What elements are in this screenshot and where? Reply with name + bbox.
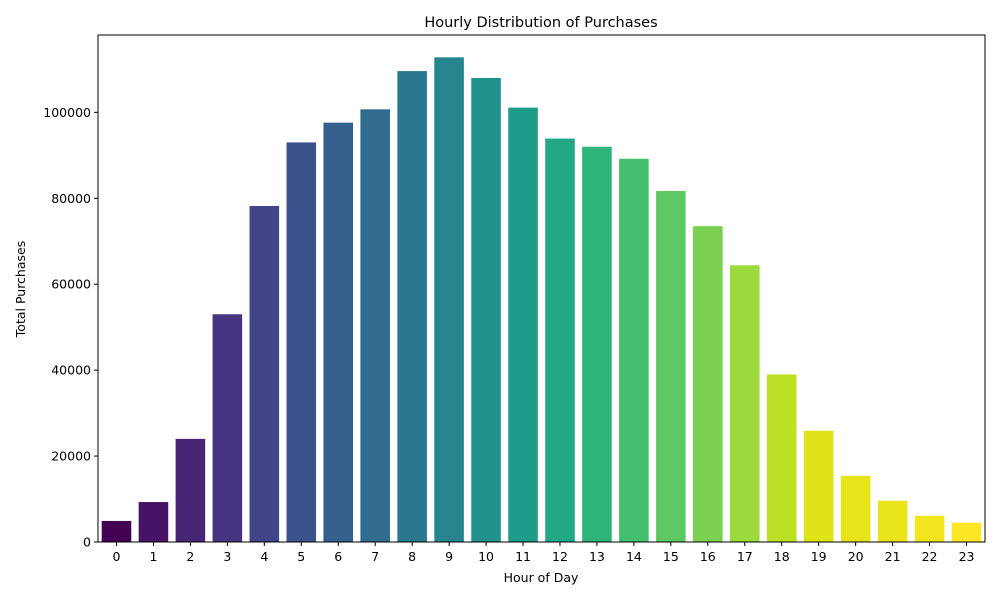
bar-hour-6 xyxy=(323,122,354,543)
x-tick-label: 15 xyxy=(663,549,679,564)
bar-hour-20 xyxy=(840,475,871,542)
x-tick-label: 4 xyxy=(260,549,268,564)
x-axis-label: Hour of Day xyxy=(504,570,579,585)
bar-hour-22 xyxy=(914,515,945,542)
chart-title: Hourly Distribution of Purchases xyxy=(424,15,657,31)
x-tick-label: 19 xyxy=(811,549,827,564)
bar-hour-3 xyxy=(212,314,243,542)
x-tick-label: 18 xyxy=(774,549,790,564)
bar-hour-11 xyxy=(508,107,538,543)
x-tick-label: 20 xyxy=(848,549,864,564)
x-tick-label: 13 xyxy=(589,549,605,564)
x-tick-label: 16 xyxy=(700,549,716,564)
bar-hour-15 xyxy=(656,190,686,542)
x-tick-label: 2 xyxy=(186,549,194,564)
x-tick-label: 5 xyxy=(297,549,305,564)
x-axis-ticks: 0 1 2 3 4 5 6 7 8 9 10 11 12 13 14 15 16 17 18 19 20 21 22 23 xyxy=(113,542,975,564)
bar-hour-14 xyxy=(619,158,649,543)
x-tick-label: 11 xyxy=(515,549,531,564)
x-tick-label: 7 xyxy=(371,549,379,564)
plot-frame xyxy=(97,34,986,543)
x-tick-label: 1 xyxy=(149,549,157,564)
bar-hour-13 xyxy=(582,146,612,542)
y-tick-label: 40000 xyxy=(51,363,91,378)
bar-hour-16 xyxy=(693,226,723,542)
x-tick-label: 6 xyxy=(334,549,342,564)
y-tick-label: 80000 xyxy=(51,191,91,206)
y-tick-label: 20000 xyxy=(51,449,91,464)
x-tick-label: 0 xyxy=(113,549,121,564)
bar-hour-5 xyxy=(286,142,317,543)
x-tick-label: 12 xyxy=(552,549,568,564)
x-tick-label: 21 xyxy=(885,549,901,564)
bar-hour-17 xyxy=(729,265,760,542)
bar-hour-4 xyxy=(249,206,280,542)
y-tick-label: 60000 xyxy=(51,277,91,292)
bar-hour-8 xyxy=(397,71,427,542)
x-tick-label: 10 xyxy=(478,549,494,564)
x-tick-label: 23 xyxy=(959,549,975,564)
y-tick-label: 100000 xyxy=(43,105,91,120)
bar-hour-21 xyxy=(877,500,908,542)
x-tick-label: 3 xyxy=(223,549,231,564)
bar-hour-12 xyxy=(545,138,575,543)
x-tick-label: 17 xyxy=(737,549,753,564)
bar-hour-9 xyxy=(434,57,464,543)
x-tick-label: 14 xyxy=(626,549,642,564)
bar-hour-23 xyxy=(951,522,982,542)
bar-hour-0 xyxy=(101,520,132,542)
bar-hour-2 xyxy=(175,438,206,542)
x-tick-label: 22 xyxy=(922,549,938,564)
x-tick-label: 9 xyxy=(445,549,453,564)
bar-hour-18 xyxy=(766,374,797,542)
y-axis-ticks: 0 20000 40000 60000 80000 100000 xyxy=(43,105,98,550)
bar-hour-10 xyxy=(471,77,501,542)
bar-hour-19 xyxy=(803,430,834,542)
bar-hour-1 xyxy=(138,502,169,542)
y-tick-label: 0 xyxy=(83,535,91,550)
y-axis-label: Total Purchases xyxy=(13,241,28,338)
bar-hour-7 xyxy=(360,109,390,542)
x-tick-label: 8 xyxy=(408,549,416,564)
bars-group xyxy=(101,57,982,543)
